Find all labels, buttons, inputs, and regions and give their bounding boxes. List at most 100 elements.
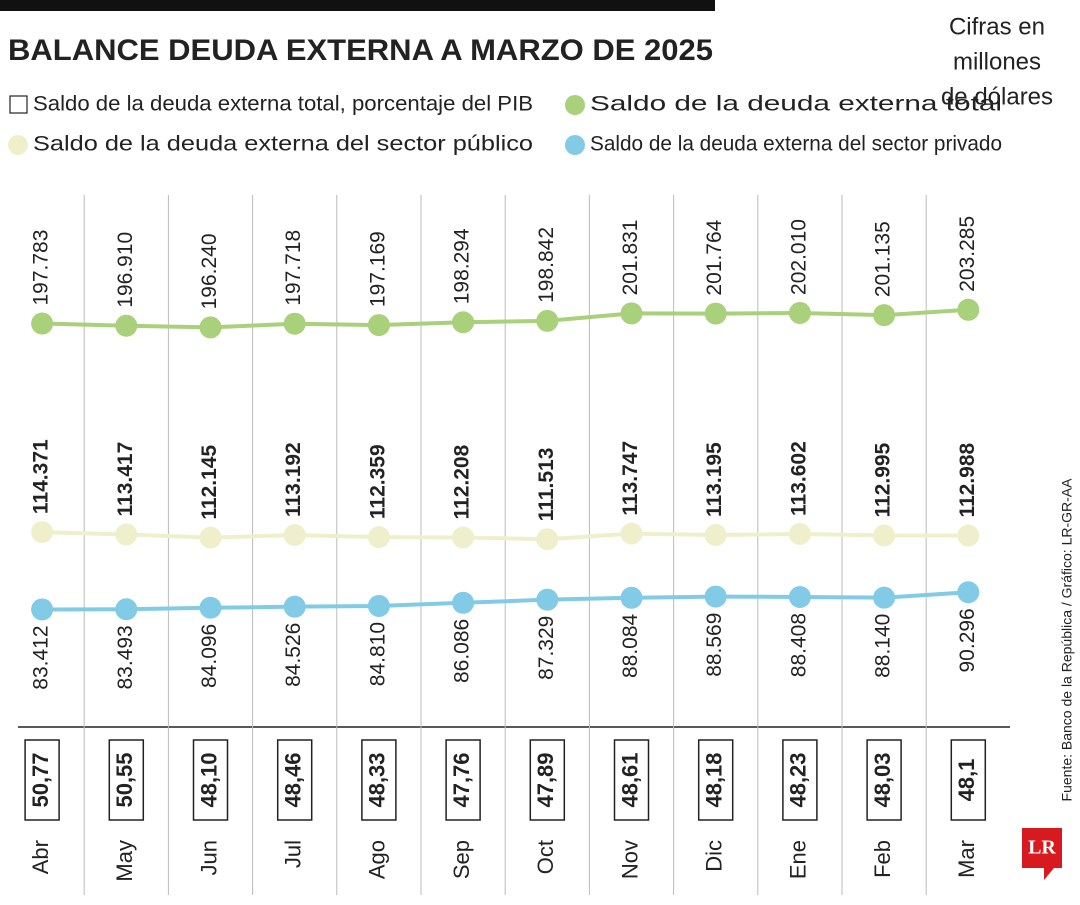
data-point — [452, 526, 475, 549]
pib-box — [108, 739, 145, 821]
data-point — [957, 298, 980, 321]
legend-marker — [565, 135, 585, 155]
logo-box — [1022, 828, 1062, 868]
legend-label: Saldo de la deuda externa del sector púb… — [33, 133, 533, 156]
legend-label: Saldo de la deuda externa total — [590, 93, 1002, 116]
data-point — [536, 528, 559, 551]
data-point — [367, 594, 390, 617]
data-label: 87.329 — [535, 616, 558, 680]
note: Cifras en — [949, 13, 1045, 40]
pib-label: 48,10 — [196, 752, 221, 807]
data-point — [452, 591, 475, 614]
note: de dólares — [941, 83, 1053, 110]
data-label: 197.169 — [366, 231, 389, 307]
pib-box — [950, 739, 987, 821]
data-label: 202.010 — [787, 219, 810, 295]
pib-label: 48,33 — [365, 752, 390, 807]
data-point — [199, 316, 222, 339]
x-tick-label: Abr — [28, 840, 53, 874]
logo-tail — [1044, 868, 1054, 880]
data-label: 113.195 — [703, 442, 726, 517]
data-label: 201.135 — [872, 221, 895, 297]
legend-label: Saldo de la deuda externa del sector pri… — [590, 133, 1002, 156]
data-label: 112.988 — [956, 442, 979, 517]
pib-label: 48,61 — [617, 752, 642, 807]
x-tick-label: Ene — [786, 840, 811, 879]
data-point — [199, 596, 222, 619]
pib-box — [276, 739, 313, 821]
x-tick-label: Dic — [702, 840, 727, 872]
data-point — [704, 524, 727, 547]
pib-box — [24, 739, 60, 821]
data-label: 114.371 — [30, 439, 53, 514]
pib-label: 47,76 — [449, 752, 474, 807]
pib-box — [445, 739, 481, 821]
pib-label: 48,23 — [786, 752, 811, 807]
data-label: 84.096 — [198, 624, 221, 688]
data-point — [957, 581, 980, 604]
data-point — [367, 526, 390, 549]
data-label: 198.842 — [535, 227, 558, 303]
pib-label: 48,18 — [702, 752, 727, 807]
note: millones — [953, 48, 1041, 75]
data-point — [367, 314, 390, 337]
pib-box — [192, 739, 229, 821]
data-point — [31, 312, 54, 335]
data-point — [199, 526, 222, 549]
x-tick-label: Mar — [954, 840, 979, 878]
data-point — [283, 595, 306, 618]
pib-box — [361, 739, 397, 821]
x-tick-label: Sep — [449, 840, 474, 879]
data-label: 198.294 — [451, 228, 474, 304]
series-line — [42, 530, 969, 542]
data-point — [873, 304, 896, 327]
data-label: 86.086 — [451, 619, 474, 683]
data-label: 83.412 — [30, 625, 53, 689]
data-label: 113.747 — [619, 441, 642, 516]
pib-label: 48,46 — [281, 752, 306, 807]
pib-label: 48,03 — [870, 752, 895, 807]
data-label: 90.296 — [956, 608, 979, 672]
data-label: 197.718 — [282, 230, 305, 306]
data-label: 83.493 — [114, 625, 137, 689]
data-point — [788, 301, 811, 324]
data-point — [788, 522, 811, 545]
data-label: 112.995 — [872, 442, 895, 517]
data-label: 112.208 — [451, 444, 474, 519]
data-point — [957, 524, 980, 547]
data-label: 113.417 — [114, 442, 137, 517]
pib-box — [866, 739, 902, 821]
logo: LR — [1022, 828, 1062, 880]
legend-label: Saldo de la deuda externa total, porcent… — [33, 93, 533, 116]
x-tick-label: Feb — [870, 840, 895, 878]
data-label: 113.192 — [282, 442, 305, 517]
title: BALANCE DEUDA EXTERNA A MARZO DE 2025 — [8, 34, 713, 67]
data-point — [115, 598, 138, 621]
data-label: 201.831 — [619, 220, 642, 296]
data-point — [283, 524, 306, 547]
x-tick-label: Jul — [281, 840, 306, 868]
data-label: 197.783 — [30, 230, 53, 306]
data-point — [452, 311, 475, 334]
data-label: 84.526 — [282, 623, 305, 687]
data-label: 112.359 — [366, 444, 389, 519]
data-label: 111.513 — [535, 448, 558, 522]
pib-box — [697, 739, 734, 821]
logo-text: LR — [1028, 837, 1056, 859]
x-tick-label: May — [112, 840, 137, 882]
pib-box — [529, 739, 566, 821]
data-point — [31, 521, 54, 544]
data-point — [536, 588, 559, 611]
top-bar — [0, 0, 715, 11]
pib-box — [613, 739, 650, 821]
data-point — [704, 585, 727, 608]
pib-box — [782, 739, 818, 821]
data-point — [620, 522, 643, 545]
source: Fuente: Banco de la República / Gráfico:… — [1059, 478, 1075, 802]
x-tick-label: Ago — [365, 840, 390, 879]
data-point — [536, 309, 559, 332]
data-point — [620, 302, 643, 325]
data-label: 84.810 — [366, 622, 389, 686]
data-label: 88.084 — [619, 613, 642, 678]
